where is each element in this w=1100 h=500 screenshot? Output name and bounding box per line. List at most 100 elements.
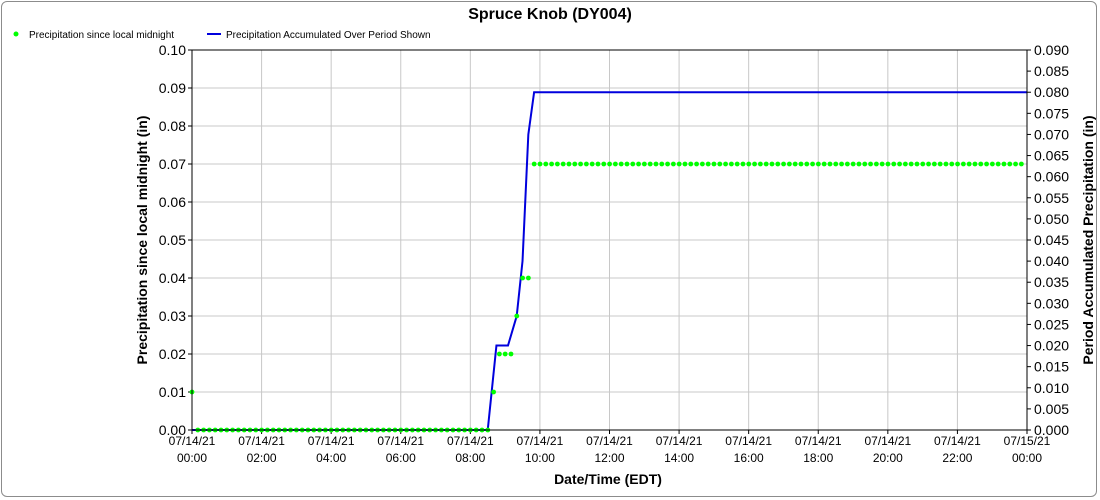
left-tick-label: 0.05 (159, 232, 186, 248)
right-tick-label: 0.050 (1034, 211, 1069, 227)
midnight-precip-point (920, 161, 926, 167)
x-tick-label-date: 07/14/21 (238, 434, 285, 448)
midnight-precip-point (815, 161, 821, 167)
midnight-precip-point (908, 161, 914, 167)
midnight-precip-point (566, 161, 572, 167)
midnight-precip-point (537, 161, 543, 167)
midnight-precip-point (641, 161, 647, 167)
x-tick-label-date: 07/14/21 (795, 434, 842, 448)
right-tick-label: 0.060 (1034, 169, 1069, 185)
midnight-precip-point (589, 161, 595, 167)
x-tick-label-date: 07/14/21 (934, 434, 981, 448)
left-tick-label: 0.09 (159, 80, 186, 96)
midnight-precip-point (873, 161, 879, 167)
left-tick-label: 0.06 (159, 194, 186, 210)
x-tick-label-time: 22:00 (942, 451, 972, 465)
midnight-precip-point (810, 161, 815, 167)
left-tick-label: 0.07 (159, 156, 186, 172)
midnight-precip-point (612, 161, 618, 167)
midnight-precip-point (688, 161, 694, 167)
right-tick-label: 0.085 (1034, 63, 1069, 79)
midnight-precip-point (647, 161, 653, 167)
x-tick-label-time: 18:00 (803, 451, 833, 465)
midnight-precip-point (966, 161, 972, 167)
midnight-precip-point (653, 161, 659, 167)
x-tick-label-date: 07/14/21 (169, 434, 216, 448)
x-tick-label-date: 07/14/21 (586, 434, 633, 448)
x-axis-ticks: 07/14/21 00:00 07/14/21 02:00 07/14/21 04:00 0… (169, 430, 1051, 465)
left-axis-title: Precipitation since local midnight (in) (134, 116, 150, 365)
midnight-precip-point (549, 161, 554, 167)
midnight-precip-point (844, 161, 850, 167)
x-tick-label-date: 07/14/21 (517, 434, 564, 448)
left-tick-label: 0.10 (159, 42, 186, 58)
x-tick-label-time: 14:00 (664, 451, 694, 465)
midnight-precip-point (995, 161, 1001, 167)
x-tick-label-date: 07/14/21 (725, 434, 772, 448)
legend-label-accumulated: Precipitation Accumulated Over Period Sh… (226, 30, 431, 41)
midnight-precip-point (502, 351, 508, 357)
right-axis-title: Period Accumulated Precipitation (in) (1080, 115, 1096, 364)
midnight-precip-point (525, 275, 531, 281)
midnight-precip-point (1013, 161, 1018, 167)
midnight-precip-point (868, 161, 873, 167)
midnight-precip-point (520, 275, 525, 281)
right-tick-label: 0.065 (1034, 148, 1069, 164)
midnight-precip-point (607, 161, 612, 167)
midnight-precip-point (508, 351, 514, 357)
midnight-precip-point (491, 389, 496, 395)
x-tick-label-time: 08:00 (455, 451, 485, 465)
left-tick-label: 0.00 (159, 422, 186, 438)
midnight-precip-point (955, 161, 960, 167)
midnight-precip-point (850, 161, 856, 167)
right-tick-label: 0.035 (1034, 274, 1069, 290)
midnight-precip-point (531, 161, 537, 167)
right-tick-label: 0.005 (1034, 401, 1069, 417)
midnight-precip-point (665, 161, 670, 167)
midnight-precip-point (984, 161, 989, 167)
midnight-precip-point (856, 161, 862, 167)
left-tick-label: 0.03 (159, 308, 186, 324)
x-tick-label-time: 20:00 (873, 451, 903, 465)
midnight-precip-point (804, 161, 810, 167)
midnight-precip-point (781, 161, 786, 167)
midnight-precip-point (682, 161, 688, 167)
midnight-precip-point (891, 161, 897, 167)
midnight-precip-point (833, 161, 839, 167)
midnight-precip-point (972, 161, 978, 167)
x-tick-label-time: 06:00 (386, 451, 416, 465)
right-tick-label: 0.055 (1034, 190, 1069, 206)
midnight-precip-point (885, 161, 891, 167)
midnight-precip-point (734, 161, 740, 167)
midnight-precip-point (752, 161, 757, 167)
right-tick-label: 0.000 (1034, 422, 1069, 438)
midnight-precip-point (902, 161, 908, 167)
x-tick-label-date: 07/15/21 (1004, 434, 1051, 448)
right-tick-label: 0.080 (1034, 84, 1069, 100)
left-tick-label: 0.08 (159, 118, 186, 134)
midnight-precip-point (949, 161, 955, 167)
right-tick-label: 0.015 (1034, 359, 1069, 375)
midnight-precip-point (798, 161, 804, 167)
midnight-precip-point (699, 161, 705, 167)
left-tick-label: 0.04 (159, 270, 186, 286)
midnight-precip-point (1007, 161, 1013, 167)
x-tick-label-date: 07/14/21 (308, 434, 355, 448)
midnight-precip-point (624, 161, 630, 167)
midnight-precip-point (937, 161, 943, 167)
midnight-precip-point (618, 161, 624, 167)
midnight-precip-point (694, 161, 699, 167)
midnight-precip-point (676, 161, 682, 167)
midnight-precip-point (670, 161, 676, 167)
legend: Precipitation since local midnight Preci… (13, 30, 431, 41)
x-tick-label-time: 04:00 (316, 451, 346, 465)
midnight-precip-point (775, 161, 781, 167)
right-tick-label: 0.090 (1034, 42, 1069, 58)
midnight-precip-point (578, 161, 583, 167)
midnight-precip-point (560, 161, 566, 167)
midnight-precip-point (862, 161, 868, 167)
midnight-precip-point (1001, 161, 1007, 167)
x-tick-label-time: 02:00 (247, 451, 277, 465)
